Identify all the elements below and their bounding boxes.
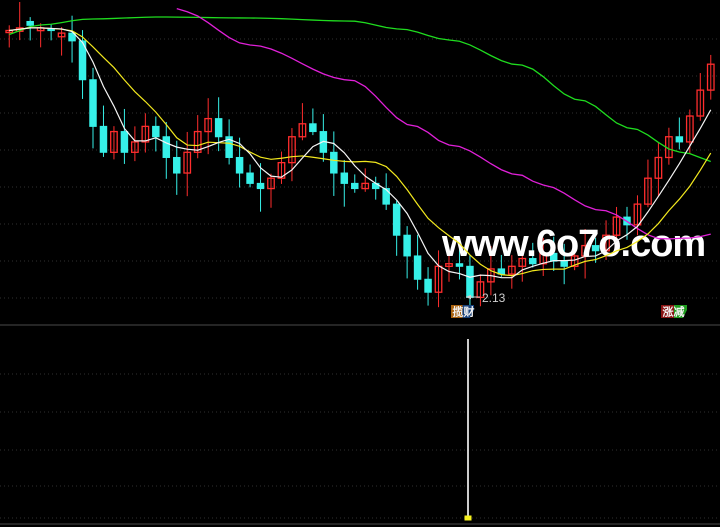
svg-text:揽财: 揽财: [453, 305, 475, 319]
svg-text:2.13: 2.13: [482, 291, 506, 305]
svg-text:涨减: 涨减: [663, 305, 685, 319]
svg-text:www.6o7o.com: www.6o7o.com: [441, 223, 705, 265]
